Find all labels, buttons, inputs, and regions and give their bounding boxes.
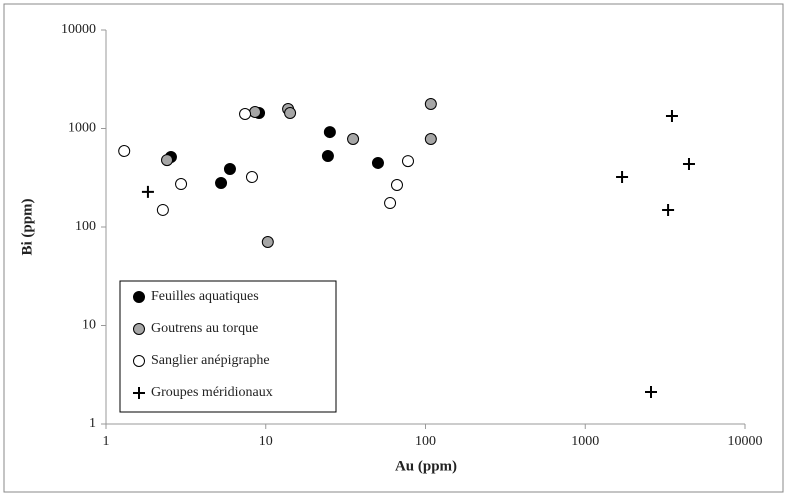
circle-marker	[284, 106, 297, 119]
circle-marker	[390, 178, 403, 191]
legend-marker	[133, 355, 145, 367]
circle-marker	[384, 197, 397, 210]
circle-marker	[118, 144, 131, 157]
circle-marker	[347, 133, 360, 146]
legend-marker	[133, 387, 145, 399]
x-tick-label: 10000	[728, 434, 763, 449]
circle-marker	[249, 106, 262, 119]
plus-marker	[616, 170, 629, 183]
circle-marker	[215, 176, 228, 189]
legend-marker	[133, 291, 145, 303]
plus-marker	[141, 185, 154, 198]
plus-marker	[682, 158, 695, 171]
x-tick-label: 1000	[571, 434, 599, 449]
chart-frame	[3, 3, 784, 493]
x-tick-label: 1	[103, 434, 110, 449]
legend-label: Groupes méridionaux	[151, 385, 273, 400]
circle-marker	[401, 155, 414, 168]
circle-marker	[239, 108, 252, 121]
circle-marker	[156, 203, 169, 216]
circle-marker	[261, 236, 274, 249]
plus-marker	[662, 203, 675, 216]
circle-marker	[245, 170, 258, 183]
plus-marker	[665, 109, 678, 122]
y-axis-title: Bi (ppm)	[19, 198, 35, 255]
plus-marker	[645, 386, 658, 399]
circle-marker	[223, 163, 236, 176]
circle-marker	[161, 154, 174, 167]
circle-marker	[424, 98, 437, 111]
legend-label: Feuilles aquatiques	[151, 289, 259, 304]
y-tick-label: 10000	[61, 22, 96, 37]
y-tick-label: 1	[89, 416, 96, 431]
y-tick-label: 1000	[68, 121, 96, 136]
x-tick-label: 10	[259, 434, 273, 449]
legend-label: Sanglier anépigraphe	[151, 353, 270, 368]
y-tick-label: 10	[82, 318, 96, 333]
circle-marker	[424, 133, 437, 146]
circle-marker	[323, 126, 336, 139]
legend-label: Goutrens au torque	[151, 321, 258, 336]
legend-marker	[133, 323, 145, 335]
circle-marker	[371, 156, 384, 169]
x-axis-title: Au (ppm)	[395, 458, 457, 474]
legend-box	[119, 280, 337, 413]
circle-marker	[175, 178, 188, 191]
x-tick-label: 100	[415, 434, 436, 449]
y-tick-label: 100	[75, 219, 96, 234]
circle-marker	[321, 149, 334, 162]
